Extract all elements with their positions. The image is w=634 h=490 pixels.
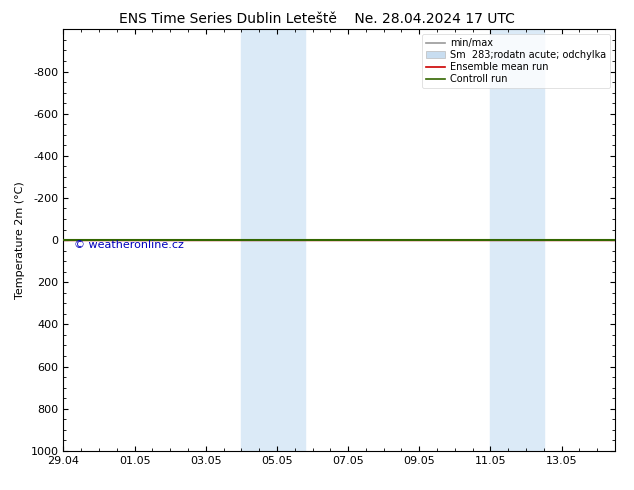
Y-axis label: Temperature 2m (°C): Temperature 2m (°C) <box>15 181 25 299</box>
Bar <box>242 29 306 451</box>
Bar <box>491 29 544 451</box>
Text: ENS Time Series Dublin Leteště    Ne. 28.04.2024 17 UTC: ENS Time Series Dublin Leteště Ne. 28.04… <box>119 12 515 26</box>
Legend: min/max, Sm  283;rodatn acute; odchylka, Ensemble mean run, Controll run: min/max, Sm 283;rodatn acute; odchylka, … <box>422 34 610 88</box>
Text: © weatheronline.cz: © weatheronline.cz <box>74 240 184 250</box>
